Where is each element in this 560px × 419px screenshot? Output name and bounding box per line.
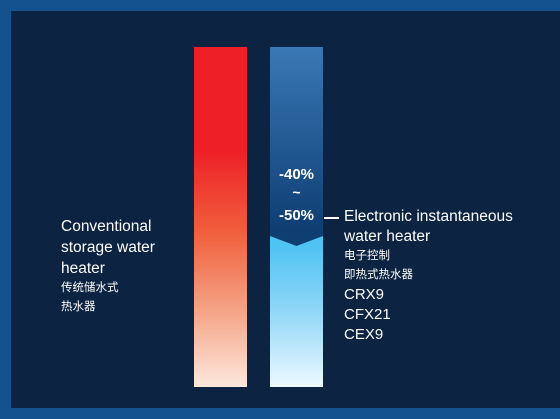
conventional-label-line: Conventional <box>61 218 152 235</box>
conventional-label-zh: 热水器 <box>61 301 96 313</box>
electronic-label-line: Electronic instantaneous <box>344 208 513 225</box>
conventional-label-zh: 传统储水式 <box>61 282 119 294</box>
electronic-heater-bar <box>270 47 323 387</box>
energy-saved-segment <box>270 47 323 229</box>
down-arrow-icon <box>270 228 323 248</box>
savings-range-tilde: ~ <box>292 184 301 200</box>
comparison-panel: Conventional storage water heater 传统储水式 … <box>11 11 560 408</box>
conventional-heater-bar <box>194 47 247 387</box>
conventional-label-line: heater <box>61 260 105 277</box>
model-name: CRX9 <box>344 286 385 303</box>
model-name: CFX21 <box>344 306 391 323</box>
conventional-label-line: storage water <box>61 239 155 256</box>
savings-from-value: -40% <box>278 166 315 183</box>
electronic-label-line: water heater <box>344 228 431 245</box>
electronic-heater-label: Electronic instantaneous water heater 电子… <box>344 207 513 345</box>
electronic-label-zh: 电子控制 <box>344 250 390 262</box>
label-connector-line <box>324 217 339 219</box>
model-name: CEX9 <box>344 326 384 343</box>
conventional-heater-label: Conventional storage water heater 传统储水式 … <box>61 216 155 317</box>
energy-used-segment <box>270 246 323 387</box>
electronic-label-zh: 即热式热水器 <box>344 269 413 281</box>
savings-to-value: -50% <box>278 207 315 224</box>
